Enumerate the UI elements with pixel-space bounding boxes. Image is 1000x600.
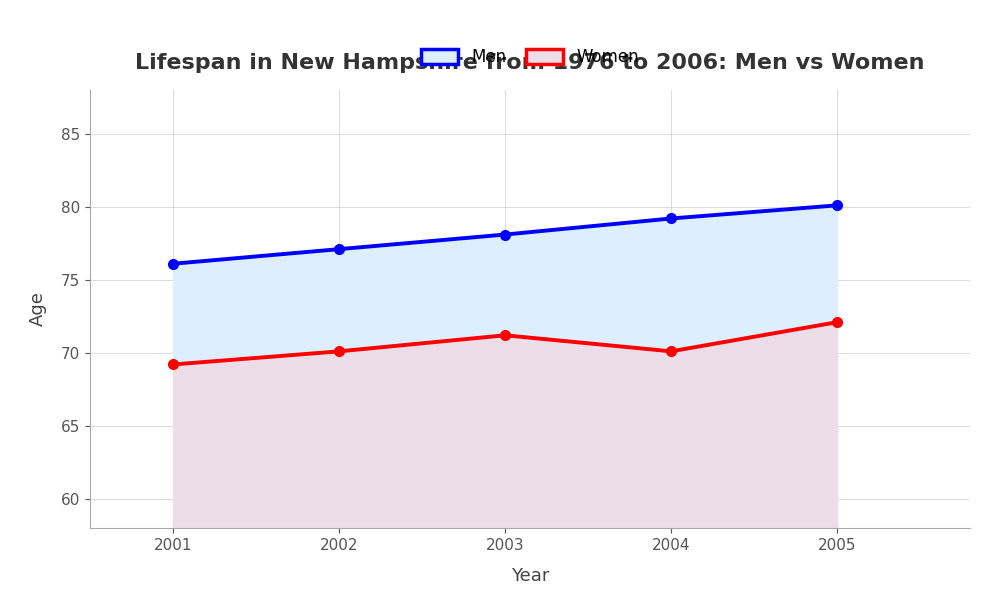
Title: Lifespan in New Hampshire from 1976 to 2006: Men vs Women: Lifespan in New Hampshire from 1976 to 2… [135,53,925,73]
Y-axis label: Age: Age [29,292,47,326]
X-axis label: Year: Year [511,566,549,584]
Legend: Men, Women: Men, Women [414,41,646,73]
